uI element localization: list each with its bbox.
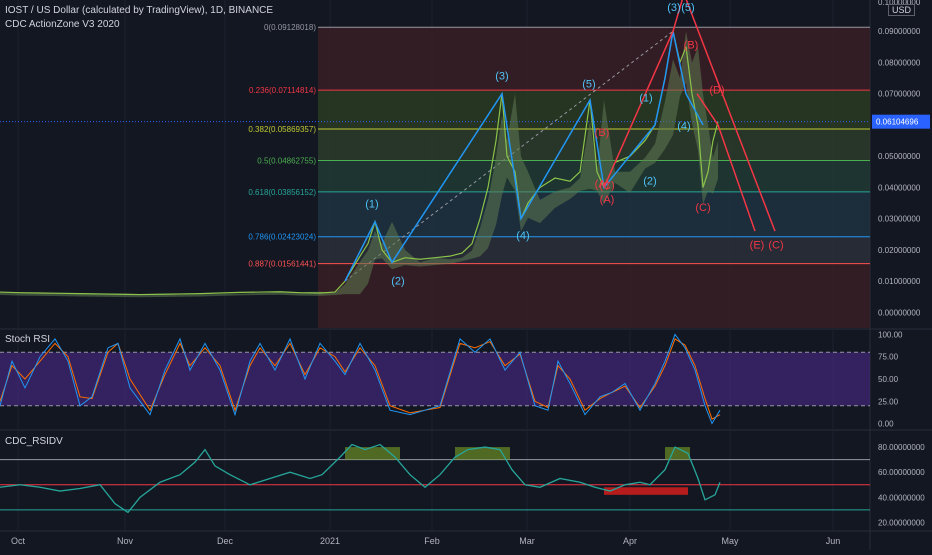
currency-badge[interactable]: USD: [888, 4, 916, 16]
price-axis-tick: 0.01000000: [878, 277, 921, 286]
price-axis-tick: 0.05000000: [878, 152, 921, 161]
cdc-axis-tick: 40.00000000: [878, 493, 925, 502]
cdc-rsidv-label: CDC_RSIDV: [5, 436, 63, 447]
indicator-name: CDC ActionZone V3 2020: [5, 19, 120, 30]
wave-label: (A): [600, 194, 615, 206]
time-axis-tick: Nov: [117, 536, 134, 546]
price-axis-tick: 0.03000000: [878, 215, 921, 224]
time-axis-tick: 2021: [320, 536, 340, 546]
time-axis-tick: Feb: [424, 536, 440, 546]
cdc-axis-tick: 20.00000000: [878, 518, 925, 527]
current-price-tag: [872, 114, 930, 129]
wave-label: (3): [667, 2, 680, 14]
cdc-overbought-fill: [345, 447, 400, 460]
price-axis-tick: 0.02000000: [878, 246, 921, 255]
price-axis-tick: 0.08000000: [878, 58, 921, 67]
stoch-axis-tick: 100.00: [878, 330, 903, 339]
fib-zone: [318, 263, 870, 328]
price-axis-tick: 0.07000000: [878, 90, 921, 99]
wave-label: (1): [639, 93, 652, 105]
symbol-title: IOST / US Dollar (calculated by TradingV…: [5, 5, 274, 16]
fib-zone: [318, 191, 870, 237]
wave-label: (C): [599, 180, 614, 192]
elliott-wave-line: [696, 93, 756, 232]
fib-level-label: 0.618(0.03856152): [248, 188, 316, 197]
wave-label: (4): [516, 230, 529, 242]
wave-label: (E): [750, 239, 765, 251]
cdc-axis-tick: 60.00000000: [878, 468, 925, 477]
wave-label: (D): [709, 85, 724, 97]
fib-level-label: 0.786(0.02423024): [248, 233, 316, 242]
stoch-axis-tick: 50.00: [878, 375, 899, 384]
fib-level-label: 0.382(0.05869357): [248, 125, 316, 134]
time-axis-tick: Dec: [217, 536, 234, 546]
time-axis-tick: Apr: [623, 536, 637, 546]
wave-label: (3): [495, 71, 508, 83]
wave-label: (B): [684, 39, 699, 51]
cdc-overbought-fill: [455, 447, 510, 460]
elliott-wave-line: [344, 31, 704, 282]
stoch-rsi-label: Stoch RSI: [5, 334, 51, 345]
wave-label: (4): [677, 121, 690, 133]
stoch-axis-tick: 75.00: [878, 353, 899, 362]
fib-level-label: 0.236(0.07114814): [249, 86, 316, 95]
wave-label: (5): [582, 78, 595, 90]
wave-label: (A): [595, 178, 610, 190]
current-price-value: 0.06104696: [876, 118, 919, 127]
price-axis-tick: 0.04000000: [878, 183, 921, 192]
wave-label: (B): [595, 127, 610, 139]
price-axis-tick: 0.09000000: [878, 27, 921, 36]
elliott-wave-line: [603, 0, 776, 232]
time-axis-tick: Oct: [11, 536, 26, 546]
price-axis-tick: 0.00000000: [878, 308, 921, 317]
cdc-signal-bar: [604, 487, 688, 495]
fib-level-label: 0.5(0.04862755): [257, 156, 316, 165]
fib-level-label: 0.887(0.01561441): [248, 260, 316, 269]
time-axis-tick: May: [721, 536, 739, 546]
cdc-axis-tick: 80.00000000: [878, 443, 925, 452]
wave-label: (1): [365, 199, 378, 211]
stoch-axis-tick: 25.00: [878, 397, 899, 406]
wave-label: (5): [681, 2, 694, 14]
wave-label: (2): [643, 175, 656, 187]
stoch-k-line: [0, 333, 721, 425]
time-axis-tick: Jun: [826, 536, 841, 546]
wave-label: (C): [695, 202, 710, 214]
stoch-band: [0, 352, 870, 406]
stoch-axis-tick: 0.00: [878, 420, 894, 429]
fib-level-label: 0(0.09128018): [264, 23, 316, 32]
fib-zone: [318, 27, 870, 91]
wave-label: (C): [768, 239, 783, 251]
time-axis-tick: Mar: [519, 536, 535, 546]
wave-label: (2): [391, 275, 404, 287]
cdc-line: [0, 443, 721, 514]
